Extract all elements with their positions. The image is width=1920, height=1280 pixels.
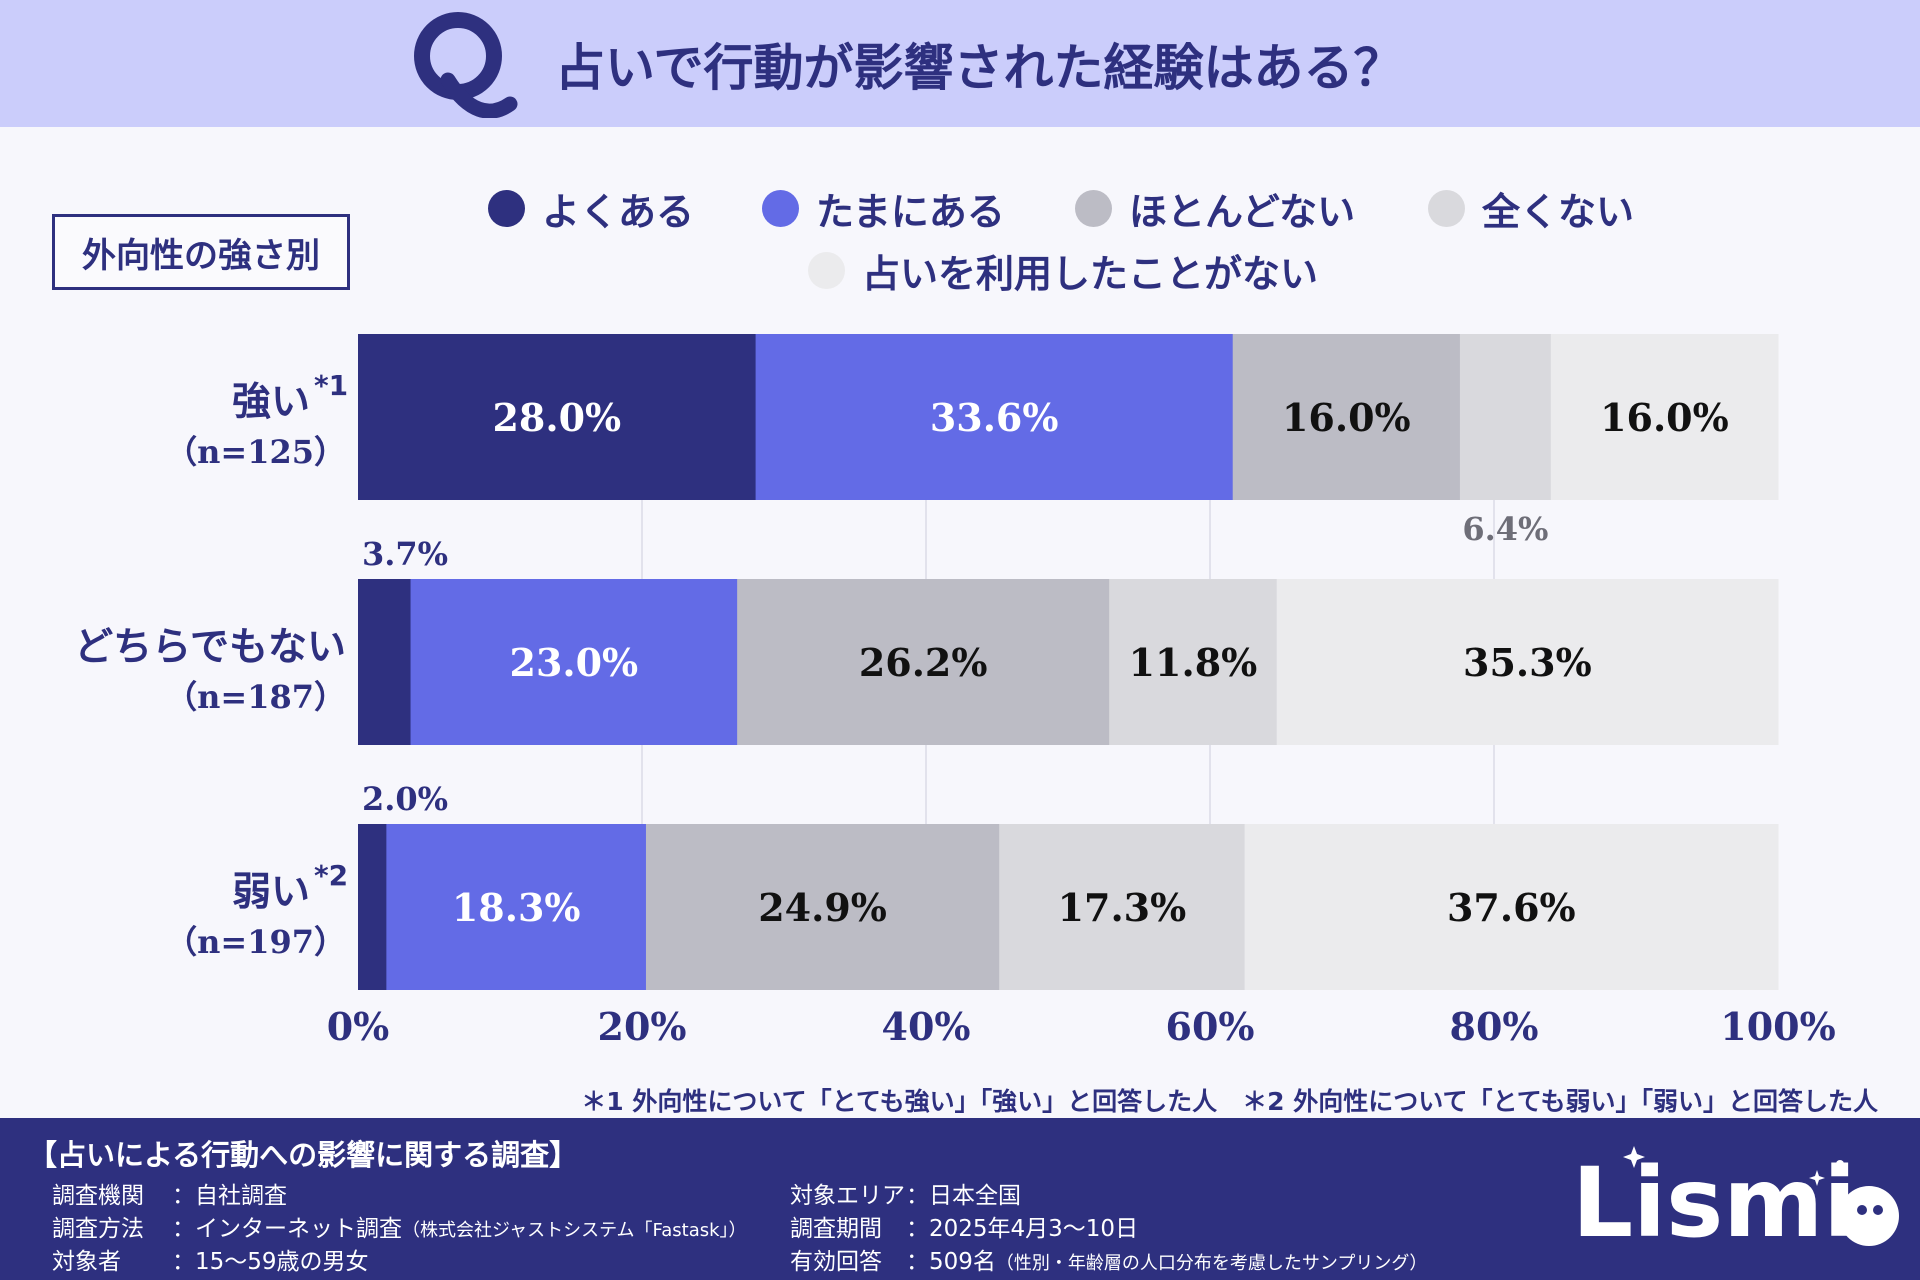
data-label: 16.0% <box>1600 395 1729 440</box>
x-tick-label: 20% <box>598 1004 687 1049</box>
footer-value: ：自社調査 <box>172 1183 287 1209</box>
category-label: 弱い <box>232 870 310 915</box>
bar-segment <box>1550 334 1779 500</box>
bar-segment <box>1276 579 1779 745</box>
footer-value: ：インターネット調査（株式会社ジャストシステム「Fastask」） <box>172 1216 747 1242</box>
category-mark: *2 <box>314 859 348 892</box>
data-label: 26.2% <box>859 640 988 685</box>
legend-item-never: 全くない <box>1428 181 1634 236</box>
bar-segment <box>410 579 738 745</box>
footer-value: ：509名（性別・年齢層の人口分布を考慮したサンプリング） <box>906 1249 1428 1275</box>
bar-segment <box>737 579 1110 745</box>
subtitle-box: 外向性の強さ別 <box>52 214 350 290</box>
footnote: ＊1 外向性について「とても強い」「強い」と回答した人 ＊2 外向性について「と… <box>581 1087 1878 1116</box>
data-label: 6.4% <box>1462 510 1548 548</box>
x-tick-label: 100% <box>1720 1004 1835 1049</box>
legend-dot-icon <box>488 190 525 227</box>
footer-value-text: インターネット調査 <box>195 1216 402 1242</box>
footer-label: 調査機関 <box>52 1183 144 1209</box>
footer-value-text: 2025年4月3〜10日 <box>929 1216 1139 1242</box>
x-tick-label: 40% <box>882 1004 971 1049</box>
footer-value: ：2025年4月3〜10日 <box>906 1216 1139 1242</box>
legend-dot-icon <box>762 190 799 227</box>
data-label: 23.0% <box>510 640 639 685</box>
footer-note: （性別・年齢層の人口分布を考慮したサンプリング） <box>995 1253 1428 1274</box>
header-banner: 占いで行動が影響された経験はある？ <box>0 0 1920 127</box>
data-label: 11.8% <box>1129 640 1258 685</box>
legend-label: よくある <box>542 190 695 234</box>
bar-segment <box>1459 334 1552 500</box>
footer-label: 対象エリア <box>790 1183 905 1209</box>
data-label: 33.6% <box>930 395 1059 440</box>
lismi-logo: Lismi <box>1572 1146 1899 1259</box>
bar-segment <box>999 824 1246 990</box>
legend-label: 全くない <box>1482 190 1635 234</box>
sparkle-icon <box>1809 1170 1825 1186</box>
data-label: 37.6% <box>1447 885 1576 930</box>
footer-value-text: 自社調査 <box>195 1183 287 1209</box>
footer-panel: 【占いによる行動への影響に関する調査】 調査機関 ：自社調査 調査方法 ：インタ… <box>0 1118 1920 1280</box>
data-label: 16.0% <box>1282 395 1411 440</box>
data-label: 18.3% <box>452 885 581 930</box>
footer-value-text: 15〜59歳の男女 <box>195 1249 369 1275</box>
bar-segment <box>645 824 1000 990</box>
data-label: 28.0% <box>492 395 621 440</box>
bar-segment <box>1109 579 1278 745</box>
category-mark: *1 <box>314 369 348 402</box>
footer-label: 有効回答 <box>790 1249 882 1275</box>
data-label: 35.3% <box>1463 640 1592 685</box>
sparkle-icon <box>1623 1146 1645 1168</box>
footer-label: 対象者 <box>52 1249 121 1275</box>
bar-segment <box>358 579 412 745</box>
legend-item-rarely: ほとんどない <box>1075 181 1355 236</box>
x-tick-label: 80% <box>1450 1004 1539 1049</box>
data-label: 3.7% <box>362 535 448 573</box>
legend-item-never-used: 占いを利用したことがない <box>808 243 1318 298</box>
footer-value: ：日本全国 <box>906 1183 1021 1209</box>
logo-text: Lismi <box>1572 1147 1856 1259</box>
category-n-label: （n=187） <box>165 678 346 716</box>
legend-item-often: よくある <box>488 181 694 236</box>
legend-label: 占いを利用したことがない <box>862 252 1319 296</box>
category-label: 強い <box>232 380 310 425</box>
legend-dot-icon <box>1428 190 1465 227</box>
legend-label: ほとんどない <box>1129 190 1356 234</box>
data-label: 24.9% <box>758 885 887 930</box>
legend-label: たまにある <box>816 190 1005 234</box>
legend-item-sometimes: たまにある <box>762 181 1005 236</box>
footer-value-text: 日本全国 <box>929 1183 1021 1209</box>
footer-value-text: 509名 <box>929 1249 996 1275</box>
x-tick-label: 0% <box>327 1004 390 1049</box>
category-n-label: （n=197） <box>165 923 346 961</box>
bar-segment <box>755 334 1234 500</box>
data-label: 2.0% <box>362 780 448 818</box>
footer-label: 調査方法 <box>52 1216 144 1242</box>
footer-value: ：15〜59歳の男女 <box>172 1249 369 1275</box>
stacked-bar-chart: 28.0% 33.6% 16.0% 6.4% 16.0% 強い *1 （n=125） 3.7% 2… <box>74 334 1836 1049</box>
q-mark-icon <box>414 12 518 118</box>
bar-segment <box>1232 334 1461 500</box>
bar-segment <box>358 334 757 500</box>
category-label: どちらでもない <box>74 625 346 670</box>
legend-dot-icon <box>808 252 845 289</box>
survey-title: 【占いによる行動への影響に関する調査】 <box>28 1138 579 1172</box>
x-tick-label: 60% <box>1166 1004 1255 1049</box>
bar-segment <box>358 824 387 990</box>
bar-segment <box>1244 824 1779 990</box>
legend-dot-icon <box>1075 190 1112 227</box>
data-label: 17.3% <box>1058 885 1187 930</box>
category-n-label: （n=125） <box>165 433 346 471</box>
footer-note: （株式会社ジャストシステム「Fastask」） <box>402 1220 747 1241</box>
bar-segment <box>386 824 647 990</box>
page-title: 占いで行動が影響された経験はある？ <box>555 39 1404 97</box>
logo-mascot-icon <box>1839 1186 1899 1246</box>
footer-label: 調査期間 <box>790 1216 882 1242</box>
